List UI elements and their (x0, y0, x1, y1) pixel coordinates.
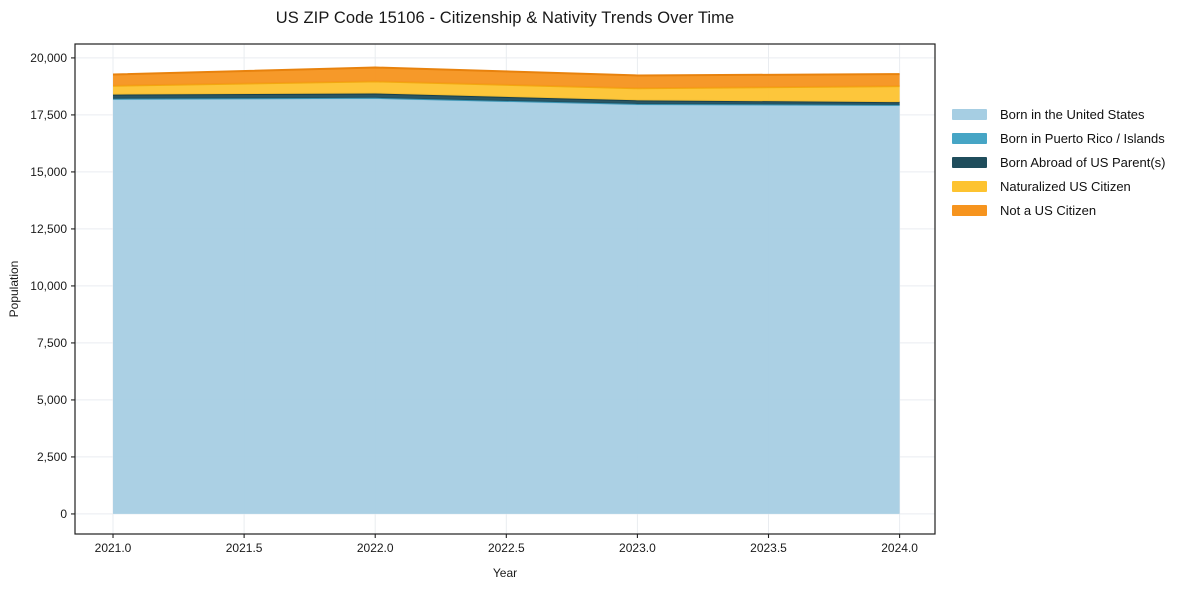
y-tick-label: 7,500 (37, 336, 67, 350)
x-tick-labels: 2021.0 2021.5 2022.0 2022.5 2023.0 2023.5 2024… (95, 541, 919, 555)
area-layer (113, 67, 900, 89)
legend-label: Born in Puerto Rico / Islands (1000, 130, 1165, 146)
legend-item: Not a US Citizen (952, 198, 1165, 222)
y-tick-label: 20,000 (30, 51, 67, 65)
y-tick-label: 5,000 (37, 393, 67, 407)
legend: Born in the United States Born in Puerto … (952, 102, 1165, 222)
area-edge-line (112, 66, 900, 77)
legend-item: Born in Puerto Rico / Islands (952, 126, 1165, 150)
area-layer (113, 98, 900, 514)
y-tick-label: 17,500 (30, 108, 67, 122)
legend-label: Born in the United States (1000, 106, 1145, 122)
legend-swatch (952, 204, 987, 216)
legend-item: Born in the United States (952, 102, 1165, 126)
area-series (112, 66, 900, 514)
plot-border (74, 43, 936, 535)
legend-label: Naturalized US Citizen (1000, 178, 1131, 194)
legend-label: Not a US Citizen (1000, 202, 1097, 218)
x-tick-label: 2021.5 (226, 541, 263, 555)
x-tick-label: 2024.0 (881, 541, 918, 555)
axis-ticks (71, 57, 901, 538)
area-layer (113, 81, 900, 103)
y-tick-label: 2,500 (37, 450, 67, 464)
legend-item: Born Abroad of US Parent(s) (952, 150, 1165, 174)
legend-label: Born Abroad of US Parent(s) (1000, 154, 1166, 170)
x-tick-label: 2023.5 (750, 541, 787, 555)
legend-swatch (952, 132, 987, 144)
x-tick-label: 2022.0 (357, 541, 394, 555)
legend-item: Naturalized US Citizen (952, 174, 1165, 198)
plot-box-spine (74, 43, 936, 535)
y-tick-label: 0 (60, 507, 67, 521)
chart-title: US ZIP Code 15106 - Citizenship & Nativi… (275, 9, 735, 27)
y-tick-label: 10,000 (30, 279, 67, 293)
legend-swatch (952, 108, 987, 120)
legend-swatch (952, 156, 987, 168)
x-tick-label: 2021.0 (95, 541, 132, 555)
x-tick-label: 2022.5 (488, 541, 525, 555)
legend-swatch (952, 180, 987, 192)
area-layer (113, 93, 900, 105)
x-axis-label: Year (493, 566, 517, 580)
y-tick-label: 15,000 (30, 165, 67, 179)
y-tick-label: 12,500 (30, 222, 67, 236)
y-tick-labels: 0 2,500 5,000 7,500 10,000 12,500 15,000 17,500… (30, 51, 67, 521)
x-tick-label: 2023.0 (619, 541, 656, 555)
y-axis-label: Population (7, 261, 21, 318)
